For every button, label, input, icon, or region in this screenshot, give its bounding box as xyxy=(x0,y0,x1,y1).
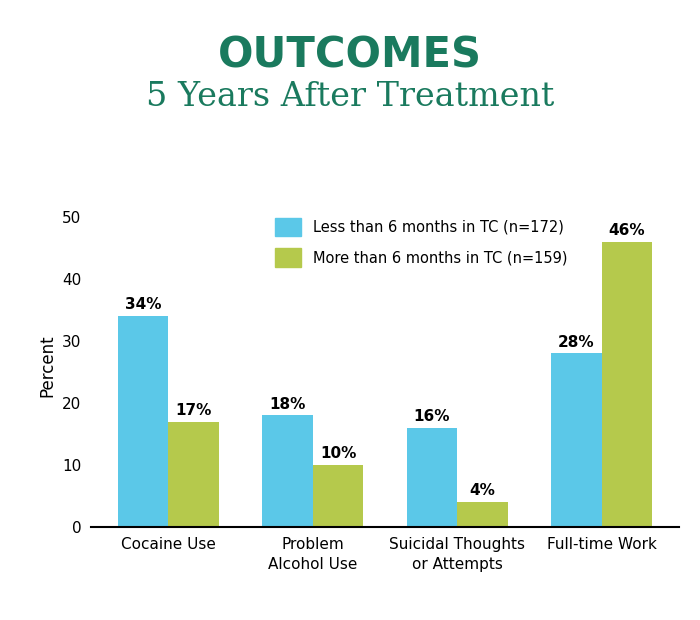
Bar xyxy=(407,428,457,527)
Legend: Less than 6 months in TC (n=172), More than 6 months in TC (n=159): Less than 6 months in TC (n=172), More t… xyxy=(269,212,573,273)
Bar xyxy=(313,465,363,527)
Bar xyxy=(168,422,219,527)
Bar xyxy=(602,242,652,527)
Text: 16%: 16% xyxy=(414,409,450,424)
Text: 46%: 46% xyxy=(609,223,645,238)
Bar xyxy=(262,415,313,527)
Text: 34%: 34% xyxy=(125,298,161,312)
Text: 17%: 17% xyxy=(176,403,212,418)
Text: 4%: 4% xyxy=(470,484,496,498)
Text: 10%: 10% xyxy=(320,446,356,461)
Y-axis label: Percent: Percent xyxy=(38,334,56,397)
Text: 5 Years After Treatment: 5 Years After Treatment xyxy=(146,81,554,113)
Text: OUTCOMES: OUTCOMES xyxy=(218,34,482,76)
Bar xyxy=(457,502,508,527)
Text: 28%: 28% xyxy=(558,335,595,350)
Text: 18%: 18% xyxy=(270,397,306,412)
Bar xyxy=(118,316,168,527)
Bar xyxy=(551,353,602,527)
